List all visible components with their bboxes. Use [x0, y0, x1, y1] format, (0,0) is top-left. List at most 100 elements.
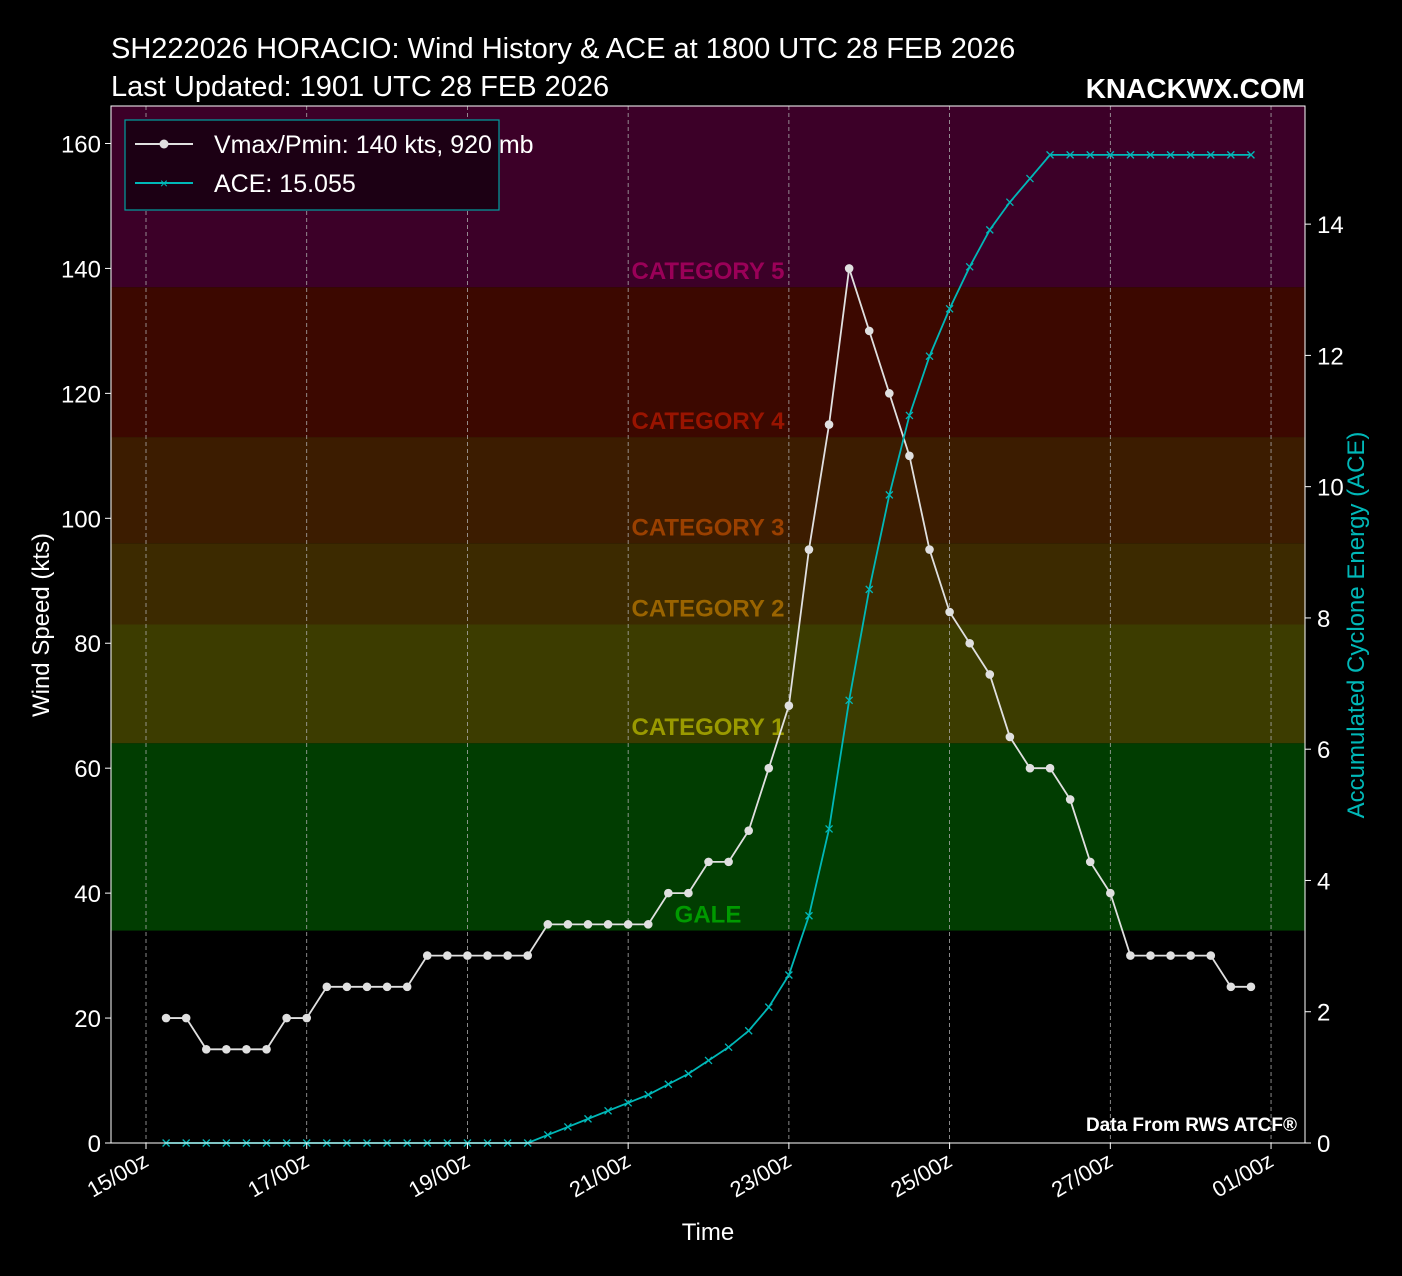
ace-point: [925, 352, 934, 361]
wind-point: [764, 763, 774, 773]
band-3: [111, 437, 1305, 544]
ace-point: [784, 971, 793, 979]
wind-point: [1206, 951, 1216, 960]
chart-title: SH222026 HORACIO: Wind History & ACE at …: [111, 33, 1015, 65]
wind-point: [1246, 982, 1256, 992]
wind-point: [885, 389, 894, 398]
wind-point: [362, 982, 372, 992]
wind-point: [945, 607, 954, 617]
wind-point: [643, 920, 653, 929]
wind-point: [704, 857, 713, 867]
ace-point: [805, 911, 813, 920]
ace-point: [1146, 150, 1155, 159]
y-tick-label: 40: [74, 881, 101, 908]
legend-wind-marker: [159, 139, 169, 149]
band-label: CATEGORY 3: [632, 514, 785, 541]
wind-point: [824, 420, 834, 429]
wind-point: [1146, 951, 1155, 960]
wind-point: [1166, 951, 1175, 960]
wind-point: [583, 920, 593, 929]
band-4: [111, 287, 1305, 438]
y2-tick-label: 6: [1317, 737, 1330, 764]
band-label: CATEGORY 2: [632, 596, 785, 623]
ace-point: [1005, 198, 1014, 207]
ace-point: [845, 696, 854, 705]
chart-subtitle: Last Updated: 1901 UTC 28 FEB 2026: [111, 71, 609, 103]
wind-point: [603, 920, 613, 929]
brand-logo: KNACKWX.COM: [1086, 73, 1305, 104]
y2-tick-label: 10: [1317, 475, 1344, 502]
ace-point: [704, 1056, 713, 1065]
y-tick-label: 0: [88, 1131, 101, 1158]
wind-point: [1186, 951, 1195, 960]
wind-point: [1045, 763, 1055, 773]
ace-point: [1226, 150, 1235, 159]
ace-point: [584, 1114, 592, 1123]
legend-ace-marker: ×: [160, 175, 168, 191]
wind-point: [1025, 763, 1035, 773]
y-tick-label: 100: [61, 506, 101, 533]
ace-point: [905, 411, 914, 420]
y-tick-label: 120: [61, 381, 101, 408]
wind-point: [181, 1013, 191, 1023]
wind-point: [985, 670, 995, 679]
wind-point: [563, 920, 573, 929]
wind-point: [684, 888, 693, 898]
wind-point: [483, 951, 492, 960]
wind-point: [222, 1044, 231, 1054]
wind-point: [864, 326, 874, 336]
wind-point: [905, 451, 914, 461]
y2-tick-label: 8: [1317, 606, 1330, 633]
ace-point: [1046, 150, 1055, 159]
wind-point: [623, 920, 633, 929]
wind-point: [402, 982, 412, 992]
y-tick-label: 60: [74, 756, 101, 783]
grid: [145, 106, 1272, 1143]
wind-point: [784, 701, 794, 711]
wind-point: [925, 545, 934, 554]
band-label: CATEGORY 1: [632, 714, 785, 741]
wind-point: [1226, 982, 1236, 992]
y-tick-label: 20: [74, 1006, 101, 1033]
y-tick-label: 80: [74, 631, 101, 658]
wind-point: [1065, 795, 1075, 804]
band-1: [111, 624, 1305, 744]
ace-point: [965, 262, 974, 271]
ace-point: [1106, 150, 1115, 159]
wind-point: [322, 982, 332, 992]
ace-point: [644, 1090, 653, 1099]
y-axis-label: Wind Speed (kts): [28, 533, 55, 717]
y2-tick-label: 0: [1317, 1131, 1330, 1158]
wind-point: [382, 982, 392, 992]
legend-ace-label: ACE: 15.055: [214, 170, 356, 198]
wind-point: [262, 1044, 271, 1054]
legend: Vmax/Pmin: 140 kts, 920 mb × ACE: 15.055: [124, 119, 534, 211]
y-tick-label: 140: [61, 256, 101, 283]
ace-point: [543, 1131, 552, 1139]
plot-frame: [110, 105, 1306, 1144]
ace-point: [744, 1026, 753, 1035]
wind-point: [744, 826, 753, 835]
ace-point: [764, 1003, 773, 1012]
data-credit: Data From RWS ATCF®: [1086, 1115, 1297, 1136]
ace-point: [684, 1069, 693, 1078]
wind-point: [282, 1013, 291, 1023]
y2-tick-label: 14: [1317, 212, 1344, 239]
wind-point: [543, 920, 553, 929]
intensity-bands: GALE CATEGORY 1 CATEGORY 2 CATEGORY 3 CATEGO…: [111, 106, 1305, 931]
wind-point: [804, 545, 814, 554]
band-0: [111, 743, 1305, 931]
ace-point: [1206, 150, 1215, 159]
wind-point: [422, 951, 432, 960]
legend-box: [124, 119, 500, 211]
wind-point: [844, 264, 854, 273]
wind-point: [201, 1044, 211, 1054]
wind-point: [965, 638, 974, 648]
band-label: GALE: [675, 902, 742, 929]
ace-point: [724, 1043, 733, 1052]
ace-point: [604, 1106, 613, 1115]
y2-tick-label: 2: [1317, 1000, 1330, 1027]
ace-point: [865, 585, 874, 594]
band-label: CATEGORY 4: [632, 408, 786, 435]
